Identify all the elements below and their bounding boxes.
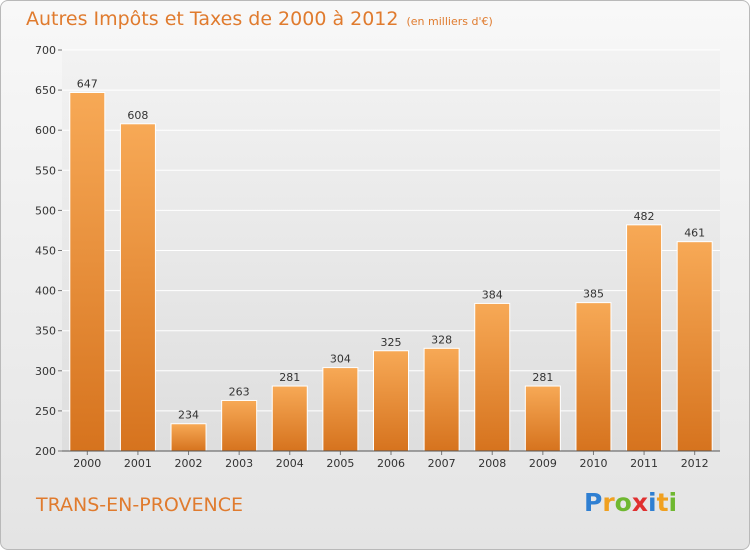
- value-label-2006: 325: [381, 336, 402, 349]
- bar-2004: [271, 385, 308, 452]
- bar-2010: [575, 302, 612, 452]
- y-tick-label: 650: [35, 84, 56, 97]
- bar-2002: [170, 423, 207, 452]
- logo-letter: r: [602, 488, 615, 517]
- chart-title: Autres Impôts et Taxes de 2000 à 2012 (en…: [26, 8, 493, 30]
- value-label-2003: 263: [229, 385, 250, 398]
- x-tick-label-2012: 2012: [681, 457, 709, 470]
- y-tick-label: 450: [35, 245, 56, 258]
- y-tick-label: 350: [35, 325, 56, 338]
- title-units: (en milliers d'€): [406, 15, 493, 28]
- x-tick-label-2002: 2002: [175, 457, 203, 470]
- y-tick-label: 550: [35, 164, 56, 177]
- bar-2005: [322, 367, 359, 452]
- logo-letter: x: [631, 488, 648, 517]
- value-label-2011: 482: [634, 210, 655, 223]
- bar-2009: [524, 385, 561, 452]
- y-tick-label: 250: [35, 405, 56, 418]
- x-tick-label-2011: 2011: [630, 457, 658, 470]
- x-tick-label-2009: 2009: [529, 457, 557, 470]
- x-tick-label-2005: 2005: [326, 457, 354, 470]
- x-tick-label-2007: 2007: [428, 457, 456, 470]
- value-label-2000: 647: [77, 78, 98, 91]
- bars: 647 608 234 263 281 304 325 328 384 281 385 482 461: [69, 78, 713, 452]
- y-tick-label: 300: [35, 365, 56, 378]
- y-tick-label: 400: [35, 285, 56, 298]
- value-label-2005: 304: [330, 353, 351, 366]
- y-tick-label: 200: [35, 445, 56, 458]
- bar-2003: [221, 399, 258, 452]
- x-tick-label-2006: 2006: [377, 457, 405, 470]
- x-tick-label-2000: 2000: [73, 457, 101, 470]
- bar-2011: [626, 224, 663, 452]
- bar-2001: [119, 123, 156, 452]
- location-name: TRANS-EN-PROVENCE: [36, 494, 244, 516]
- bar-2008: [474, 302, 511, 452]
- x-tick-label-2003: 2003: [225, 457, 253, 470]
- logo-letter: P: [584, 488, 603, 517]
- value-label-2007: 328: [431, 333, 452, 346]
- x-axis: 2000 2001 2002 2003 2004 2005 2006 2007 2008 2009…: [73, 451, 709, 470]
- value-label-2008: 384: [482, 288, 503, 301]
- x-tick-label-2008: 2008: [478, 457, 506, 470]
- y-axis: 200 250 300 350 400 450 500 550 600 650 700: [35, 44, 62, 458]
- bar-2000: [69, 92, 106, 452]
- bar-2012: [676, 241, 713, 452]
- logo-letter: o: [614, 488, 632, 517]
- x-tick-label-2010: 2010: [579, 457, 607, 470]
- proxiti-logo: Proxiti: [584, 488, 677, 517]
- value-label-2002: 234: [178, 409, 199, 422]
- value-label-2012: 461: [684, 227, 705, 240]
- x-tick-label-2004: 2004: [276, 457, 304, 470]
- value-label-2001: 608: [127, 109, 148, 122]
- value-label-2004: 281: [279, 371, 300, 384]
- y-tick-label: 700: [35, 44, 56, 57]
- logo-letter: i: [648, 488, 657, 517]
- value-label-2010: 385: [583, 288, 604, 301]
- y-tick-label: 500: [35, 204, 56, 217]
- value-label-2009: 281: [532, 371, 553, 384]
- bar-2006: [373, 350, 409, 452]
- title-main: Autres Impôts et Taxes de 2000 à 2012: [26, 8, 399, 30]
- y-tick-label: 600: [35, 124, 56, 137]
- logo-letter: t: [656, 488, 669, 517]
- logo-letter: i: [668, 488, 678, 517]
- x-tick-label-2001: 2001: [124, 457, 152, 470]
- bar-2007: [423, 347, 460, 452]
